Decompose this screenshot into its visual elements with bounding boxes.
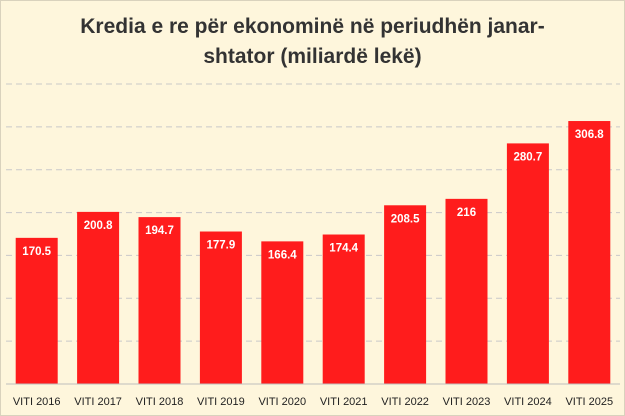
bar-value-label: 200.8	[84, 220, 113, 232]
x-tick-label: VITI 2019	[197, 396, 245, 408]
bar-value-label: 216	[457, 207, 476, 219]
bar-value-label: 170.5	[22, 246, 51, 258]
bar-value-label: 306.8	[575, 129, 604, 141]
bar-value-label: 177.9	[207, 240, 236, 252]
bar-value-label: 194.7	[145, 225, 174, 237]
bar-value-label: 280.7	[514, 151, 543, 163]
bar	[77, 211, 120, 384]
bar-value-label: 208.5	[391, 213, 420, 225]
chart-title-line-2: shtator (miliardë lekë)	[203, 45, 422, 68]
x-tick-label: VITI 2018	[136, 396, 184, 408]
bar	[384, 205, 427, 384]
bar	[568, 121, 611, 385]
bar	[322, 234, 365, 384]
bar	[138, 217, 181, 384]
x-tick-label: VITI 2017	[74, 396, 122, 408]
bar	[261, 241, 304, 384]
x-tick-label: VITI 2024	[504, 396, 552, 408]
bar-value-label: 174.4	[329, 243, 358, 255]
x-tick-label: VITI 2023	[443, 396, 491, 408]
bar	[199, 231, 242, 384]
x-tick-label: VITI 2022	[381, 396, 429, 408]
bar-value-label: 166.4	[268, 249, 297, 261]
bar	[506, 143, 549, 384]
bar	[15, 237, 58, 384]
x-tick-label: VITI 2016	[13, 396, 61, 408]
x-tick-label: VITI 2020	[258, 396, 306, 408]
x-tick-label: VITI 2021	[320, 396, 368, 408]
chart-title-line-1: Kredia e re për ekonominë në periudhën j…	[80, 15, 545, 38]
x-tick-label: VITI 2025	[565, 396, 613, 408]
chart-title: Kredia e re për ekonominë në periudhën j…	[40, 12, 585, 72]
bar	[445, 198, 488, 384]
